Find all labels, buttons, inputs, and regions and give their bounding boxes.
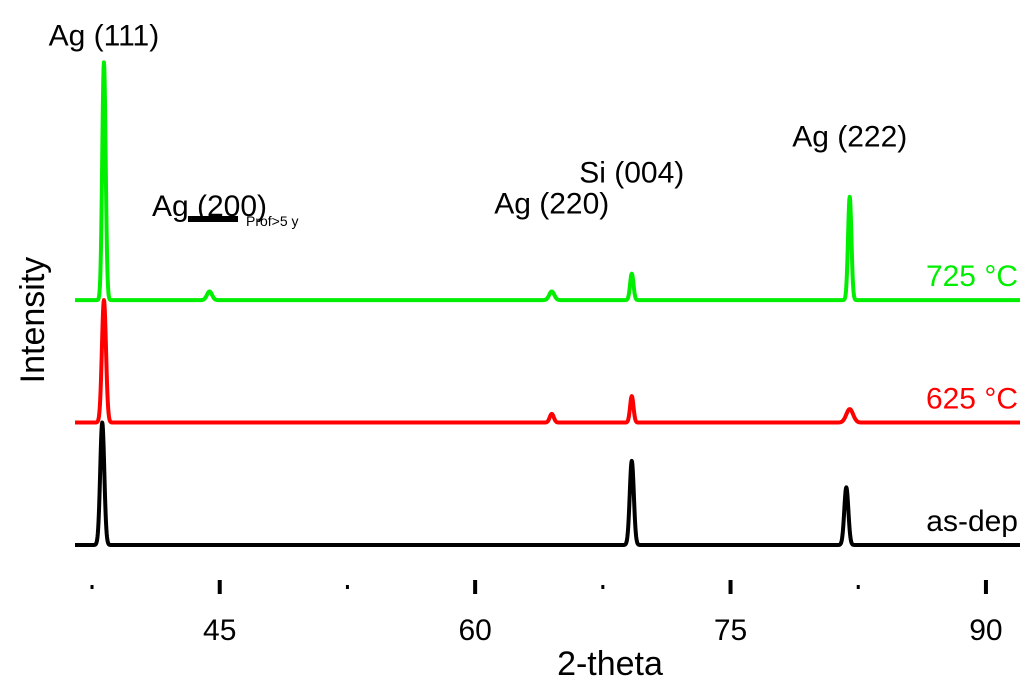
series-label: 725 °C bbox=[926, 260, 1018, 293]
y-axis-title: Intensity bbox=[14, 257, 52, 384]
x-tick-label: 75 bbox=[714, 614, 747, 647]
x-tick-label: 90 bbox=[969, 614, 1002, 647]
series-line-as-dep bbox=[73, 420, 1022, 547]
series-labels: as-dep 625 °C 725 °C bbox=[926, 260, 1018, 538]
series-line-725-c bbox=[73, 60, 1022, 303]
x-tick-label: 45 bbox=[203, 614, 236, 647]
peak-annotation: Si (004) bbox=[579, 156, 684, 189]
series-line-625-c bbox=[73, 298, 1022, 425]
series-label: as-dep bbox=[926, 505, 1018, 538]
legend: Prof>5 y bbox=[188, 213, 299, 229]
peak-annotation: Ag (111) bbox=[49, 20, 160, 53]
series-label: 625 °C bbox=[926, 383, 1018, 416]
x-axis-title: 2-theta bbox=[557, 645, 663, 683]
legend-label: Prof>5 y bbox=[246, 213, 299, 229]
x-axis: 45 60 75 90 bbox=[90, 580, 1003, 647]
peak-annotation: Ag (222) bbox=[792, 120, 907, 153]
peak-annotation: Ag (220) bbox=[494, 188, 609, 221]
annotations: Ag (111)Ag (200) Ag (220)Si (004)Ag (222) bbox=[49, 20, 908, 223]
series-group bbox=[73, 60, 1022, 547]
x-tick-label: 60 bbox=[458, 614, 491, 647]
